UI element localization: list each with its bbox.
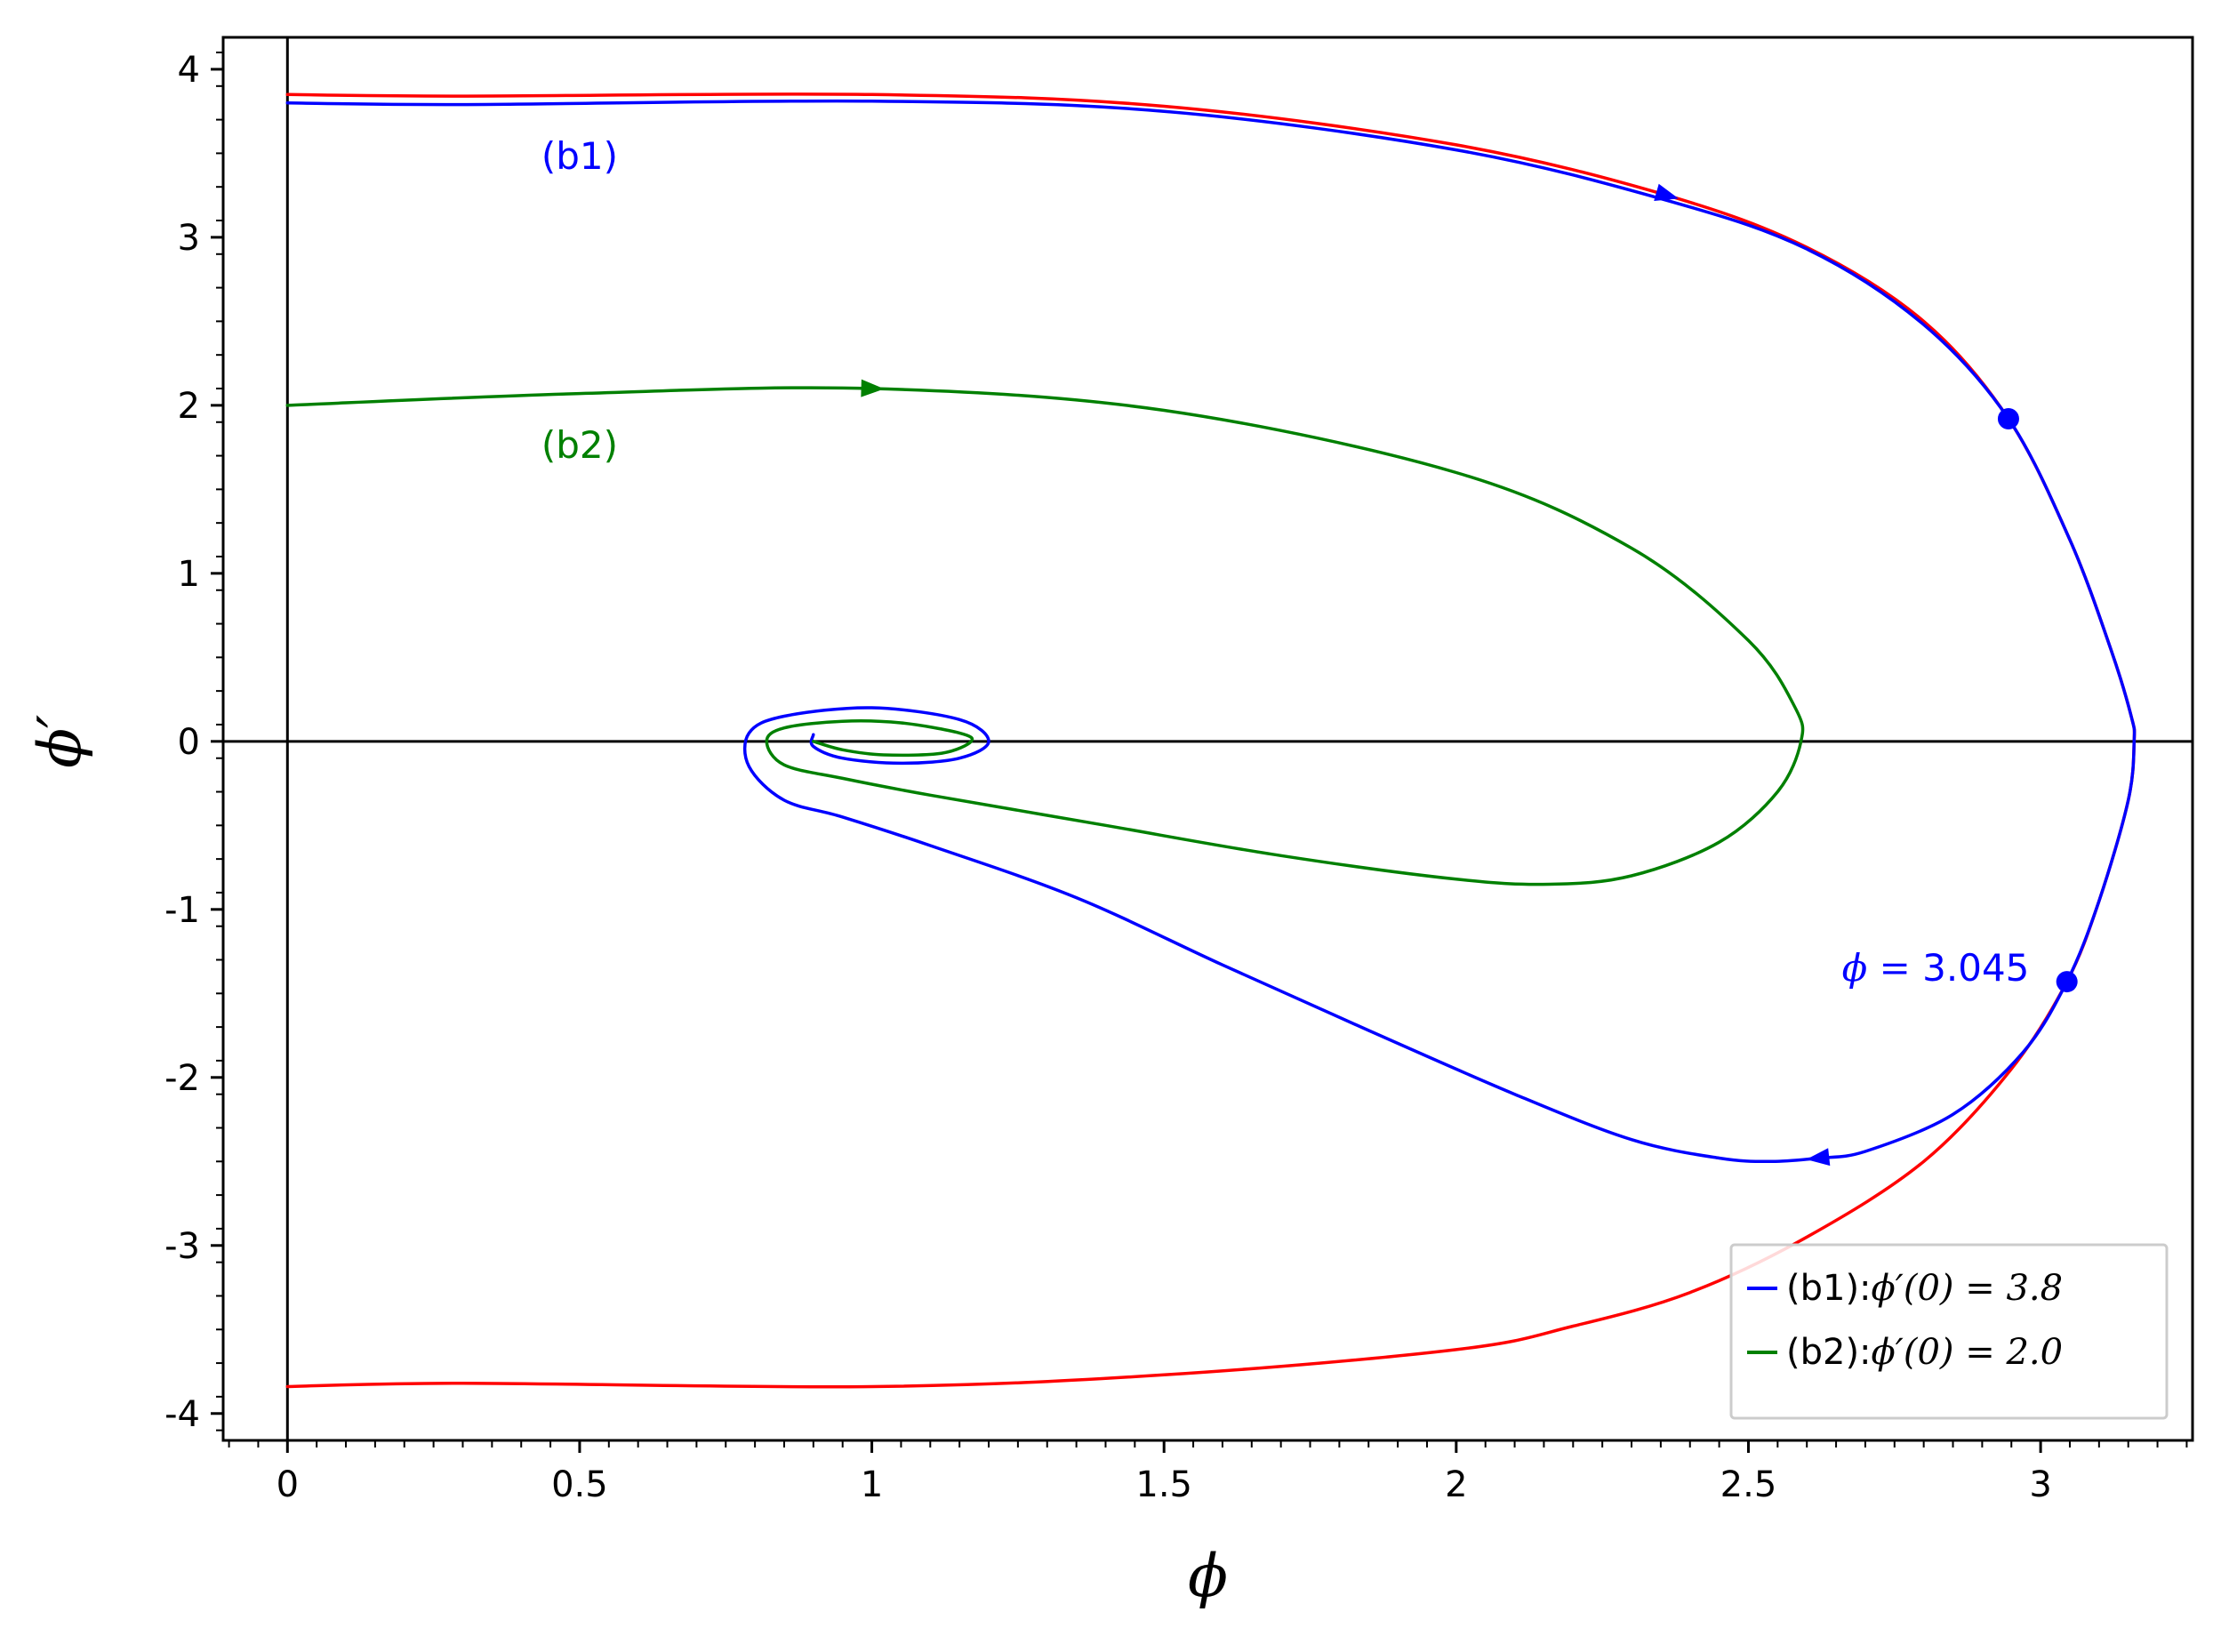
y-tick-label: 3 [178,218,200,259]
x-tick-label: 0.5 [551,1464,608,1505]
legend-box [1729,1243,2169,1420]
legend-math: ϕ′(0) = 3.8 [1872,1268,2064,1309]
y-tick-label: -1 [164,890,200,931]
y-tick-label: 2 [178,386,200,427]
legend-label: (b2): [1786,1332,1872,1373]
annotation-0: (b1) [541,134,618,178]
annotation-text: 3.045 [1922,946,2029,990]
annotations: (b1) (b2) ϕ = 3.045 [541,134,2030,990]
legend-entry-1: (b2):ϕ′(0) = 2.0 [1786,1332,2063,1373]
point-marker-0 [1997,407,2019,429]
x-tick-label: 1.5 [1135,1464,1192,1505]
x-axis-label: ϕ [1188,1542,1228,1610]
legend-entry-0: (b1):ϕ′(0) = 3.8 [1786,1268,2063,1309]
annotation-math: ϕ = [1842,946,1923,990]
annotation-2: ϕ = 3.045 [1842,946,2030,990]
series-lines [285,92,2137,1389]
point-marker-1 [2056,971,2078,993]
annotation-1: (b2) [541,423,618,467]
direction-arrow-0 [1654,183,1679,201]
x-tick-label: 0 [277,1464,299,1505]
y-tick-label: 4 [178,50,200,91]
plot-frame [221,36,2194,1442]
x-tick-label: 2.5 [1720,1464,1777,1505]
legend-math: ϕ′(0) = 2.0 [1872,1332,2064,1373]
arrow-and-point-markers [861,183,2078,1167]
y-tick-label: -3 [164,1226,200,1267]
series-line-1 [285,99,2137,1164]
annotation-text: (b1) [541,134,618,178]
direction-arrow-2 [1806,1148,1831,1167]
y-tick-label: 0 [178,722,200,763]
annotation-text: (b2) [541,423,618,467]
y-axis-label: ϕ′ [26,715,94,768]
y-tick-label: -2 [164,1058,200,1099]
direction-arrow-1 [861,379,885,397]
x-tick-label: 1 [861,1464,883,1505]
x-tick-label: 3 [2029,1464,2051,1505]
legend: (b1):ϕ′(0) = 3.8(b2):ϕ′(0) = 2.0 [1729,1243,2169,1420]
x-tick-label: 2 [1445,1464,1467,1505]
legend-label: (b1): [1786,1268,1872,1309]
reference-lines [223,37,2193,1440]
axis-ticks: 0 0.5 1 1.5 2 2.5 3 4 3 2 1 0 -1 -2 -3 -4 [164,50,2188,1505]
y-tick-label: -4 [164,1394,200,1435]
y-tick-label: 1 [178,554,200,595]
series-line-2 [285,386,1805,886]
